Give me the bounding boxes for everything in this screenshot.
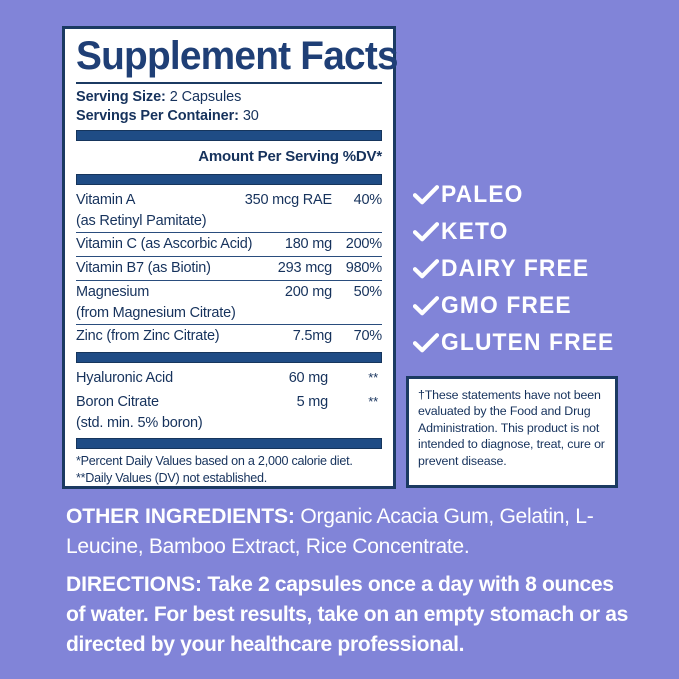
nutrient-row-divider	[76, 279, 382, 281]
nutrient-daily-value: 980%	[345, 259, 382, 276]
bar-above-other-nutrients	[76, 351, 382, 363]
claim-label: GLUTEN FREE	[441, 329, 615, 356]
nutrient-name: Vitamin A	[76, 191, 136, 208]
other-nutrient-list: Hyaluronic Acid 60 mg ** Boron Citrate 5 mg *…	[76, 367, 382, 434]
other-ingredients-label: OTHER INGREDIENTS:	[66, 504, 295, 528]
check-icon	[413, 332, 441, 354]
check-icon	[413, 258, 441, 280]
nutrient-amount: 180 mg	[284, 235, 332, 252]
amount-per-serving-header: Amount Per Serving %DV*	[198, 148, 382, 165]
claim-item: DAIRY FREE	[413, 252, 663, 286]
nutrient-source-note: (as Retinyl Pamitate)	[76, 212, 207, 229]
nutrient-daily-value: 200%	[345, 235, 382, 252]
supplement-facts-title: Supplement Facts	[76, 34, 399, 78]
claim-item: PALEO	[413, 178, 663, 212]
title-divider	[76, 82, 382, 84]
nutrient-name: Vitamin C (as Ascorbic Acid)	[76, 235, 253, 252]
nutrient-name: Vitamin B7 (as Biotin)	[76, 259, 211, 276]
nutrient-daily-value: **	[368, 393, 378, 409]
check-icon	[413, 221, 441, 243]
nutrient-daily-value: 50%	[353, 283, 383, 300]
serving-size-label: Serving Size:	[76, 89, 166, 105]
nutrient-row: Vitamin B7 (as Biotin) 293 mcg 980%	[76, 257, 382, 280]
nutrient-amount: 350 mcg RAE	[244, 191, 332, 208]
claim-label: GMO FREE	[441, 292, 572, 319]
other-ingredients-section: OTHER INGREDIENTS: Organic Acacia Gum, G…	[66, 501, 636, 561]
nutrient-source-note: (std. min. 5% boron)	[76, 414, 203, 431]
bar-above-amount-header	[76, 130, 382, 141]
nutrient-amount: 7.5mg	[292, 327, 333, 344]
serving-size-line: Serving Size: 2 Capsules	[76, 88, 382, 107]
nutrient-row: Vitamin C (as Ascorbic Acid) 180 mg 200%	[76, 233, 382, 256]
claims-list: PALEO KETO DAIRY FREE GMO FREE GLUTEN FREE	[413, 178, 663, 363]
directions-section: DIRECTIONS: Take 2 capsules once a day w…	[66, 569, 644, 659]
servings-per-container-line: Servings Per Container: 30	[76, 107, 382, 126]
nutrient-source-note: (from Magnesium Citrate)	[76, 304, 236, 321]
servings-per-container-value: 30	[242, 108, 259, 124]
directions-text: DIRECTIONS: Take 2 capsules once a day w…	[66, 569, 632, 659]
servings-per-container-label: Servings Per Container:	[76, 108, 239, 124]
footnote-percent-daily-values: *Percent Daily Values based on a 2,000 c…	[76, 453, 353, 468]
nutrient-daily-value: 40%	[353, 191, 383, 208]
nutrient-row: Hyaluronic Acid 60 mg **	[76, 367, 382, 391]
nutrient-amount: 293 mcg	[277, 259, 332, 276]
bar-above-footnotes	[76, 437, 382, 449]
nutrient-daily-value: **	[368, 370, 378, 385]
nutrient-name: Hyaluronic Acid	[76, 370, 173, 386]
claim-label: DAIRY FREE	[441, 255, 590, 282]
nutrient-row: Boron Citrate 5 mg **	[76, 390, 382, 414]
other-ingredients-body: Organic Acacia Gum, Gelatin, L-Leucine, …	[66, 504, 594, 558]
nutrient-row: Zinc (from Zinc Citrate) 7.5mg 70%	[76, 325, 382, 348]
claim-label: PALEO	[441, 181, 524, 208]
nutrient-list: Vitamin A 350 mcg RAE 40% (as Retinyl Pamit…	[76, 189, 382, 348]
nutrient-row: Vitamin A 350 mcg RAE 40%	[76, 189, 382, 212]
other-ingredients-text: OTHER INGREDIENTS: Organic Acacia Gum, G…	[66, 501, 625, 561]
claim-label: KETO	[441, 218, 509, 245]
nutrient-amount: 60 mg	[288, 370, 329, 386]
claim-item: KETO	[413, 215, 663, 249]
claim-item: GLUTEN FREE	[413, 326, 663, 360]
nutrient-row: Magnesium 200 mg 50%	[76, 281, 382, 304]
nutrient-row-divider	[76, 255, 382, 257]
serving-size-value: 2 Capsules	[169, 89, 242, 105]
fda-disclaimer-text: †These statements have not been evaluate…	[418, 388, 605, 468]
nutrient-name: Magnesium	[76, 283, 150, 300]
nutrient-amount: 5 mg	[296, 393, 329, 410]
nutrient-row-divider	[76, 231, 382, 233]
claim-item: GMO FREE	[413, 289, 663, 323]
check-icon	[413, 295, 441, 317]
nutrient-row-divider	[76, 323, 382, 325]
nutrient-name: Boron Citrate	[76, 393, 159, 410]
bar-below-amount-header	[76, 174, 382, 185]
supplement-facts-panel: Supplement Facts Serving Size: 2 Capsule…	[62, 26, 399, 489]
directions-body: Take 2 capsules once a day with 8 ounces…	[66, 572, 629, 656]
nutrient-name: Zinc (from Zinc Citrate)	[76, 327, 220, 344]
directions-label: DIRECTIONS:	[66, 572, 202, 596]
nutrient-daily-value: 70%	[353, 327, 383, 344]
footnote-dv-not-established: **Daily Values (DV) not established.	[76, 471, 267, 485]
check-icon	[413, 184, 441, 206]
fda-disclaimer-box: †These statements have not been evaluate…	[406, 376, 618, 488]
nutrient-amount: 200 mg	[284, 283, 332, 300]
